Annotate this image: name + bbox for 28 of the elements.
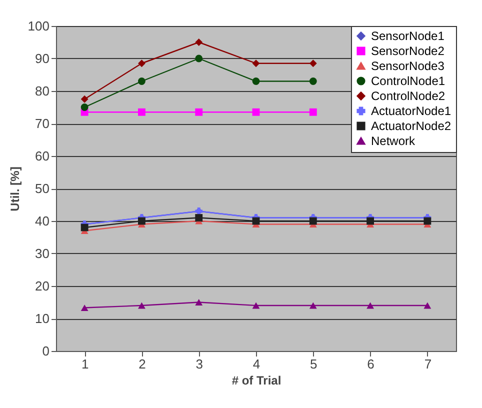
- x-tick-label: 1: [81, 356, 89, 372]
- legend-label: SensorNode1: [371, 29, 445, 43]
- y-tick-label: 30: [35, 246, 50, 261]
- legend-label: SensorNode2: [371, 44, 445, 58]
- legend-label: ActuatorNode2: [371, 119, 452, 133]
- legend-label: ActuatorNode1: [371, 104, 452, 118]
- y-tick-label: 80: [35, 84, 50, 98]
- y-tick-label: 50: [35, 181, 50, 196]
- y-tick-label: 40: [35, 214, 50, 228]
- x-tick-label: 2: [138, 356, 146, 372]
- y-tick-label: 10: [35, 311, 50, 326]
- y-tick-label: 100: [28, 18, 50, 34]
- x-tick-label: 7: [424, 356, 432, 372]
- y-tick-label: 0: [42, 344, 50, 358]
- legend-label: ControlNode2: [371, 89, 446, 103]
- y-tick-label: 20: [35, 278, 50, 294]
- y-tick-label: 60: [35, 148, 50, 164]
- x-tick-label: 3: [196, 356, 203, 372]
- x-tick-label: 5: [310, 356, 318, 372]
- y-tick-label: 70: [35, 116, 50, 131]
- legend-label: SensorNode3: [371, 59, 445, 73]
- x-tick-label: 4: [252, 356, 260, 372]
- x-tick-label: 6: [367, 356, 374, 372]
- legend-label: ControlNode1: [371, 74, 446, 88]
- x-axis-title: # of Trial: [232, 374, 282, 388]
- legend-label: Network: [371, 134, 416, 148]
- y-axis-title: Util. [%]: [8, 166, 22, 212]
- y-tick-label: 90: [35, 51, 50, 66]
